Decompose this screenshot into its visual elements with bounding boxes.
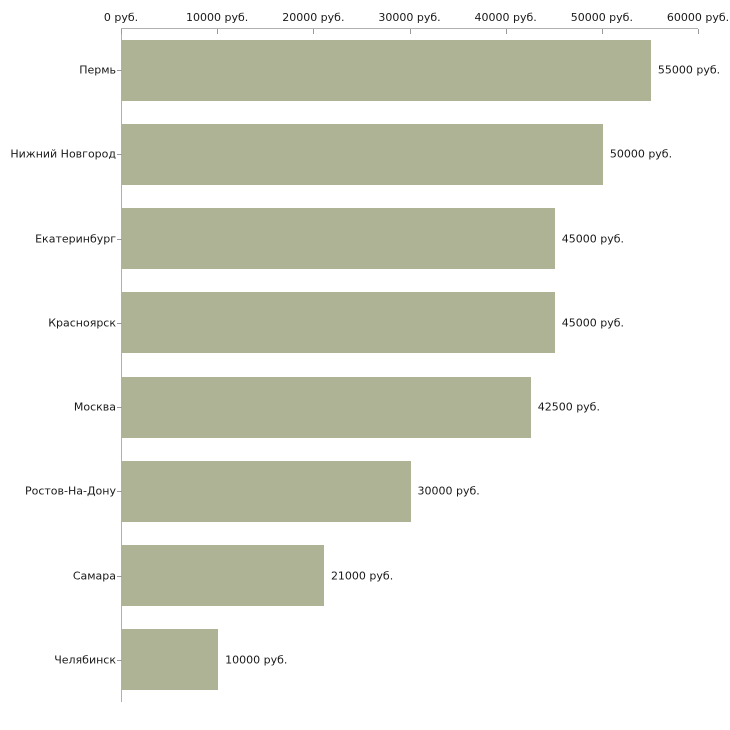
- x-tick-mark: [601, 29, 603, 34]
- bar[interactable]: [122, 292, 555, 354]
- bar[interactable]: [122, 376, 531, 438]
- x-tick-mark: [313, 29, 315, 34]
- y-tick-mark: [117, 323, 122, 324]
- bar[interactable]: [122, 208, 555, 270]
- x-tick-mark: [217, 29, 219, 34]
- x-tick-label: 50000 руб.: [570, 11, 633, 24]
- bar-value-label: 55000 руб.: [657, 63, 721, 77]
- category-label: Москва: [73, 400, 116, 414]
- x-tick-mark: [698, 29, 699, 34]
- bar[interactable]: [122, 629, 219, 691]
- y-tick-mark: [117, 576, 122, 577]
- bar-value-label: 21000 руб.: [330, 569, 394, 583]
- x-axis-line: [121, 28, 698, 29]
- category-label: Екатеринбург: [35, 232, 116, 246]
- y-tick-mark: [117, 239, 122, 240]
- x-tick-label: 30000 руб.: [378, 11, 441, 24]
- bar-value-label: 10000 руб.: [225, 653, 288, 667]
- x-tick-label: 40000 руб.: [474, 11, 537, 24]
- bar-value-label: 45000 руб.: [561, 232, 625, 246]
- bar[interactable]: [122, 545, 324, 607]
- bar-value-label: 30000 руб.: [417, 484, 480, 498]
- x-tick-mark: [505, 29, 507, 34]
- x-tick-mark: [409, 29, 411, 34]
- category-label: Красноярск: [48, 316, 116, 330]
- bar[interactable]: [122, 460, 411, 522]
- y-tick-mark: [117, 154, 122, 155]
- y-axis-line: [121, 28, 122, 702]
- bar-value-label: 45000 руб.: [561, 316, 625, 330]
- y-tick-mark: [117, 407, 122, 408]
- category-label: Самара: [72, 569, 116, 583]
- category-label: Пермь: [79, 63, 116, 77]
- x-tick-label: 10000 руб.: [186, 11, 249, 24]
- category-label: Челябинск: [54, 653, 116, 667]
- x-tick-label: 20000 руб.: [282, 11, 345, 24]
- x-tick-label: 60000 руб.: [666, 11, 730, 24]
- bar[interactable]: [122, 123, 603, 185]
- category-label: Ростов-На-Дону: [24, 484, 116, 498]
- x-tick-label: 0 руб.: [103, 11, 139, 24]
- bar-value-label: 42500 руб.: [537, 400, 600, 414]
- x-tick-mark: [121, 29, 122, 34]
- y-tick-mark: [117, 70, 122, 71]
- category-label: Нижний Новгород: [10, 147, 116, 161]
- y-tick-mark: [117, 660, 122, 661]
- y-tick-mark: [117, 491, 122, 492]
- bar-value-label: 50000 руб.: [609, 147, 673, 161]
- bar[interactable]: [122, 39, 651, 101]
